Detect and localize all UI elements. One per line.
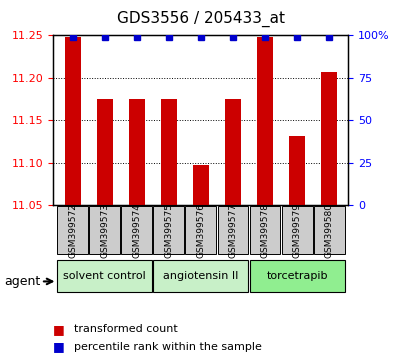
Text: GSM399578: GSM399578	[260, 202, 269, 258]
Text: transformed count: transformed count	[74, 324, 177, 334]
Bar	[288, 136, 304, 205]
Text: ■: ■	[53, 341, 65, 353]
FancyBboxPatch shape	[217, 206, 248, 255]
Bar	[64, 37, 81, 205]
Text: GSM399573: GSM399573	[100, 202, 109, 258]
Text: GDS3556 / 205433_at: GDS3556 / 205433_at	[117, 11, 284, 27]
Text: percentile rank within the sample: percentile rank within the sample	[74, 342, 261, 352]
Bar	[192, 165, 209, 205]
Bar	[225, 99, 240, 205]
Text: GSM399580: GSM399580	[324, 202, 333, 258]
Text: solvent control: solvent control	[63, 271, 146, 281]
Bar	[128, 99, 144, 205]
Text: GSM399577: GSM399577	[228, 202, 237, 258]
FancyBboxPatch shape	[57, 206, 88, 255]
Text: torcetrapib: torcetrapib	[266, 271, 327, 281]
FancyBboxPatch shape	[121, 206, 152, 255]
Text: ■: ■	[53, 323, 65, 336]
Text: agent: agent	[4, 275, 40, 288]
Bar	[320, 72, 337, 205]
FancyBboxPatch shape	[153, 260, 248, 292]
Text: GSM399575: GSM399575	[164, 202, 173, 258]
FancyBboxPatch shape	[57, 260, 152, 292]
FancyBboxPatch shape	[153, 206, 184, 255]
Bar	[256, 37, 272, 205]
Bar	[97, 99, 112, 205]
FancyBboxPatch shape	[313, 206, 344, 255]
Text: GSM399576: GSM399576	[196, 202, 205, 258]
FancyBboxPatch shape	[281, 206, 312, 255]
FancyBboxPatch shape	[249, 206, 280, 255]
Bar	[160, 99, 176, 205]
FancyBboxPatch shape	[185, 206, 216, 255]
Text: GSM399579: GSM399579	[292, 202, 301, 258]
FancyBboxPatch shape	[89, 206, 120, 255]
Text: GSM399572: GSM399572	[68, 202, 77, 258]
Text: GSM399574: GSM399574	[132, 202, 141, 258]
FancyBboxPatch shape	[249, 260, 344, 292]
Text: angiotensin II: angiotensin II	[163, 271, 238, 281]
